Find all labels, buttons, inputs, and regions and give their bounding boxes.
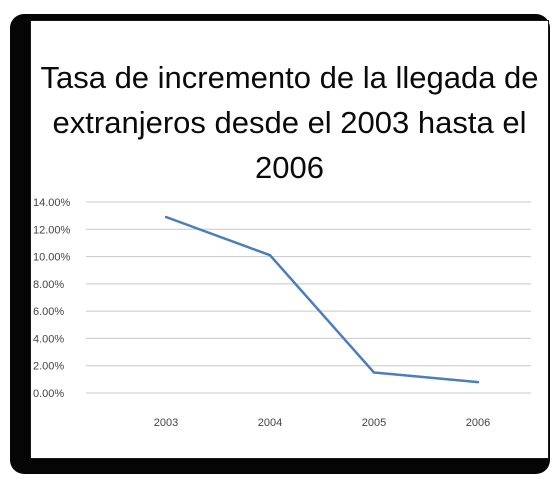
y-tick-label: 6.00% [33,306,64,318]
data-point [372,371,376,374]
y-tick-label: 14.00% [33,197,71,209]
y-tick-label: 2.00% [33,361,64,373]
x-tick-label: 2004 [258,417,282,429]
x-tick-label: 2006 [466,417,490,429]
y-tick-label: 10.00% [33,252,71,264]
data-point [268,254,272,257]
line-chart: 0.00% 2.00% 4.00% 6.00% 8.00% 10.00% 12.00% 14.… [33,197,531,429]
data-point [476,380,480,384]
y-tick-label: 0.00% [33,388,64,400]
series-line [165,215,479,384]
y-tick-label: 8.00% [33,279,64,291]
chart-title: Tasa de incremento de la llegada de extr… [31,55,548,190]
x-tick-label: 2005 [362,417,386,429]
y-tick-label: 4.00% [33,333,64,345]
chart-card: Tasa de incremento de la llegada de extr… [30,20,549,459]
chart-title-line-1: Tasa de incremento de la llegada de [40,60,539,95]
chart-title-line-3: 2006 [255,150,324,185]
y-tick-label: 12.00% [33,224,71,236]
data-point [164,215,168,219]
x-tick-label: 2003 [154,417,178,429]
chart-title-line-2: extranjeros desde el 2003 hasta el [52,105,527,140]
